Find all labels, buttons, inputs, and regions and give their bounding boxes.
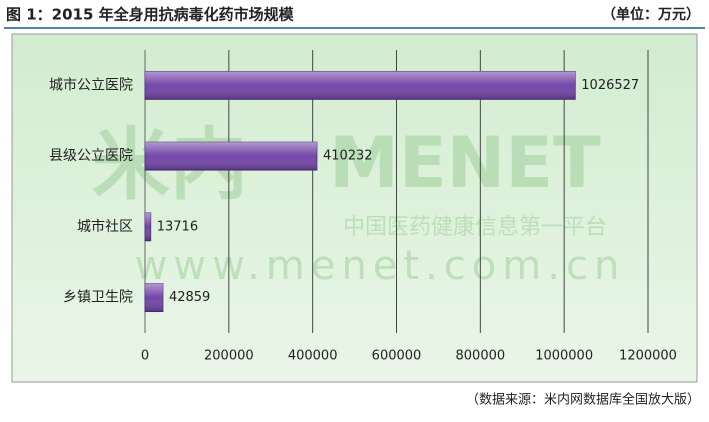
unit-label: （单位：万元） [602,6,700,23]
y-tick-label: 城市社区 [77,218,133,235]
x-tick-label: 0 [141,349,149,364]
data-label: 42859 [169,290,210,305]
data-label: 1026527 [581,78,639,93]
x-tick-label: 400000 [288,349,338,364]
watermark-slogan: 中国医药健康信息第一平台 [343,215,607,240]
bar [144,283,164,313]
x-tick-label: 800000 [456,349,506,364]
x-tick-label: 200000 [204,349,254,364]
watermark-url: www.menet.com.cn [135,243,626,289]
y-tick-label: 城市公立医院 [49,76,133,93]
x-tick-label: 1000000 [535,349,593,364]
y-tick-label: 县级公立医院 [49,148,133,164]
x-tick-label: 1200000 [619,349,677,364]
x-tick-label: 600000 [372,349,422,364]
source-note: （数据来源：米内网数据库全国放大版） [466,392,700,408]
watermark: 米内 MENET 中国医药健康信息第一平台 www.menet.com.cn [92,120,626,289]
watermark-brand: MENET [329,122,601,204]
data-label: 410232 [323,149,373,164]
y-tick-label: 乡镇卫生院 [63,290,133,306]
bar [144,70,576,100]
data-label: 13716 [157,219,198,234]
chart-title: 图 1：2015 年全身用抗病毒化药市场规模 [6,6,295,24]
bar [144,212,152,242]
bar [144,141,318,171]
